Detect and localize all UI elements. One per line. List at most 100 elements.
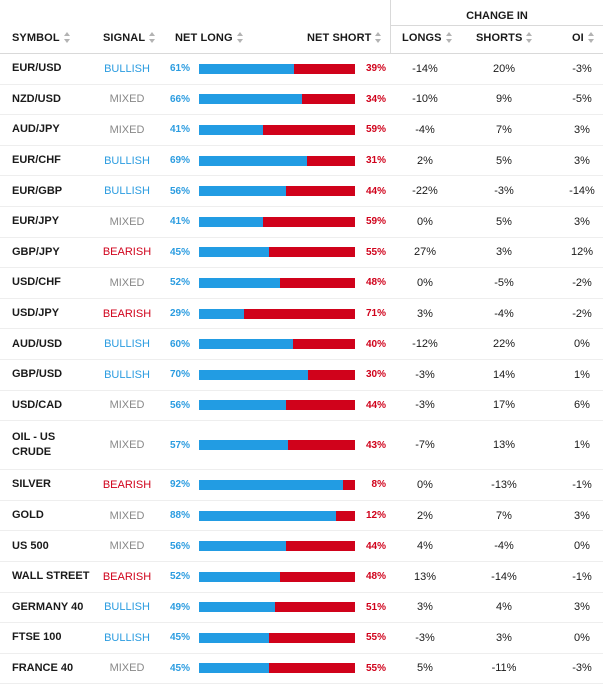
signal-cell: MIXED (109, 439, 145, 452)
symbol-label: EUR/GBP (12, 184, 63, 197)
sentiment-bar-cell (199, 238, 355, 268)
table-row[interactable]: NZD/USD MIXED 66% 34% -10% 9% -5% (0, 85, 603, 116)
sentiment-bar (199, 247, 355, 258)
symbol-cell[interactable]: EUR/CHF (12, 146, 92, 176)
short-bar-fill (262, 124, 355, 135)
shorts-change: 7% (496, 123, 512, 136)
signal-column-header[interactable]: SIGNAL (103, 32, 156, 44)
symbol-cell[interactable]: AUD/USD (12, 329, 92, 359)
sort-icon[interactable] (236, 32, 244, 43)
net-short-percent: 71% (365, 308, 386, 320)
oi-change: 3% (574, 215, 590, 228)
table-row[interactable]: AUD/USD BULLISH 60% 40% -12% 22% 0% (0, 329, 603, 360)
table-row[interactable]: WALL STREET BEARISH 52% 48% 13% -14% -1% (0, 562, 603, 593)
table-row[interactable]: EUR/USD BULLISH 61% 39% -14% 20% -3% (0, 54, 603, 85)
signal-cell: BULLISH (104, 631, 150, 644)
table-row[interactable]: USD/CAD MIXED 56% 44% -3% 17% 6% (0, 391, 603, 422)
table-row[interactable]: USD/JPY BEARISH 29% 71% 3% -4% -2% (0, 299, 603, 330)
table-row[interactable]: GBP/USD BULLISH 70% 30% -3% 14% 1% (0, 360, 603, 391)
symbol-cell[interactable]: US 500 (12, 531, 92, 561)
sort-icon[interactable] (526, 32, 533, 43)
symbol-cell[interactable]: EUR/JPY (12, 207, 92, 237)
table-header: SYMBOL SIGNAL NET LONG NET SHORT CHANGE … (0, 0, 603, 54)
sentiment-bar-cell (199, 623, 355, 653)
symbol-cell[interactable]: EUR/USD (12, 54, 92, 84)
sort-icon[interactable] (375, 32, 382, 43)
net-long-column-header[interactable]: NET LONG (175, 32, 244, 44)
sentiment-bar (199, 216, 355, 227)
symbol-cell[interactable]: GERMANY 40 (12, 593, 92, 623)
symbol-cell[interactable]: USD/CAD (12, 391, 92, 421)
sentiment-bar-cell (199, 531, 355, 561)
net-short-percent: 43% (365, 439, 386, 451)
long-bar-fill (199, 308, 245, 319)
oi-change: 3% (574, 123, 590, 136)
symbol-cell[interactable]: USD/JPY (12, 299, 92, 329)
table-row[interactable]: US 500 MIXED 56% 44% 4% -4% 0% (0, 531, 603, 562)
symbol-cell[interactable]: EUR/GBP (12, 176, 92, 206)
short-bar-fill (292, 339, 355, 350)
symbol-cell[interactable]: USD/CHF (12, 268, 92, 298)
net-short-percent: 44% (365, 185, 386, 197)
symbol-label: USD/CHF (12, 276, 61, 289)
signal-cell: MIXED (109, 540, 145, 553)
oi-change: -1% (572, 478, 592, 491)
net-long-percent: 52% (169, 571, 190, 583)
sort-icon[interactable] (587, 32, 595, 43)
signal-cell: BULLISH (104, 154, 150, 167)
symbol-cell[interactable]: GBP/JPY (12, 238, 92, 268)
shorts-column-header[interactable]: SHORTS (476, 32, 533, 44)
sort-icon[interactable] (445, 32, 453, 43)
net-short-percent: 55% (365, 632, 386, 644)
long-bar-fill (199, 663, 270, 674)
short-bar-fill (342, 479, 355, 490)
table-row[interactable]: FTSE 100 BULLISH 45% 55% -3% 3% 0% (0, 623, 603, 654)
signal-cell: MIXED (109, 276, 145, 289)
sentiment-bar-cell (199, 176, 355, 206)
oi-change: 6% (574, 399, 590, 412)
longs-column-header[interactable]: LONGS (402, 32, 453, 44)
short-bar-fill (269, 632, 355, 643)
shorts-change: 9% (496, 93, 512, 106)
net-long-percent: 92% (169, 479, 190, 491)
shorts-change: 17% (492, 399, 516, 412)
sentiment-bar-cell (199, 299, 355, 329)
oi-change: 3% (574, 509, 590, 522)
oi-column-header[interactable]: OI (572, 32, 595, 44)
symbol-cell[interactable]: GBP/USD (12, 360, 92, 390)
short-bar-fill (286, 541, 355, 552)
symbol-cell[interactable]: GOLD (12, 501, 92, 531)
symbol-cell[interactable]: WALL STREET (12, 562, 92, 592)
table-row[interactable]: SILVER BEARISH 92% 8% 0% -13% -1% (0, 470, 603, 501)
symbol-label: EUR/JPY (12, 215, 60, 228)
shorts-change: 7% (496, 509, 512, 522)
table-row[interactable]: FRANCE 40 MIXED 45% 55% 5% -11% -3% (0, 654, 603, 685)
sort-icon[interactable] (63, 32, 71, 43)
longs-change: -3% (415, 631, 435, 644)
sort-icon[interactable] (149, 32, 156, 43)
table-row[interactable]: USD/CHF MIXED 52% 48% 0% -5% -2% (0, 268, 603, 299)
symbol-label: GBP/USD (12, 368, 63, 381)
table-row[interactable]: GERMANY 40 BULLISH 49% 51% 3% 4% 3% (0, 593, 603, 624)
net-short-percent: 51% (365, 601, 386, 613)
table-row[interactable]: GBP/JPY BEARISH 45% 55% 27% 3% 12% (0, 238, 603, 269)
symbol-cell[interactable]: AUD/JPY (12, 115, 92, 145)
symbol-label: USD/CAD (12, 398, 63, 411)
symbol-cell[interactable]: SILVER (12, 470, 92, 500)
net-short-column-header[interactable]: NET SHORT (307, 32, 382, 44)
table-row[interactable]: AUD/JPY MIXED 41% 59% -4% 7% 3% (0, 115, 603, 146)
signal-cell: BEARISH (102, 246, 152, 259)
sentiment-bar-cell (199, 85, 355, 115)
oi-change: 0% (574, 631, 590, 644)
table-row[interactable]: OIL - US CRUDE MIXED 57% 43% -7% 13% 1% (0, 421, 603, 471)
table-row[interactable]: EUR/CHF BULLISH 69% 31% 2% 5% 3% (0, 146, 603, 177)
table-row[interactable]: EUR/GBP BULLISH 56% 44% -22% -3% -14% (0, 176, 603, 207)
symbol-cell[interactable]: FTSE 100 (12, 623, 92, 653)
table-row[interactable]: GOLD MIXED 88% 12% 2% 7% 3% (0, 501, 603, 532)
symbol-cell[interactable]: OIL - US CRUDE (12, 421, 92, 469)
symbol-column-header[interactable]: SYMBOL (12, 32, 71, 44)
sentiment-bar-cell (199, 593, 355, 623)
symbol-cell[interactable]: FRANCE 40 (12, 654, 92, 684)
table-row[interactable]: EUR/JPY MIXED 41% 59% 0% 5% 3% (0, 207, 603, 238)
symbol-cell[interactable]: NZD/USD (12, 85, 92, 115)
